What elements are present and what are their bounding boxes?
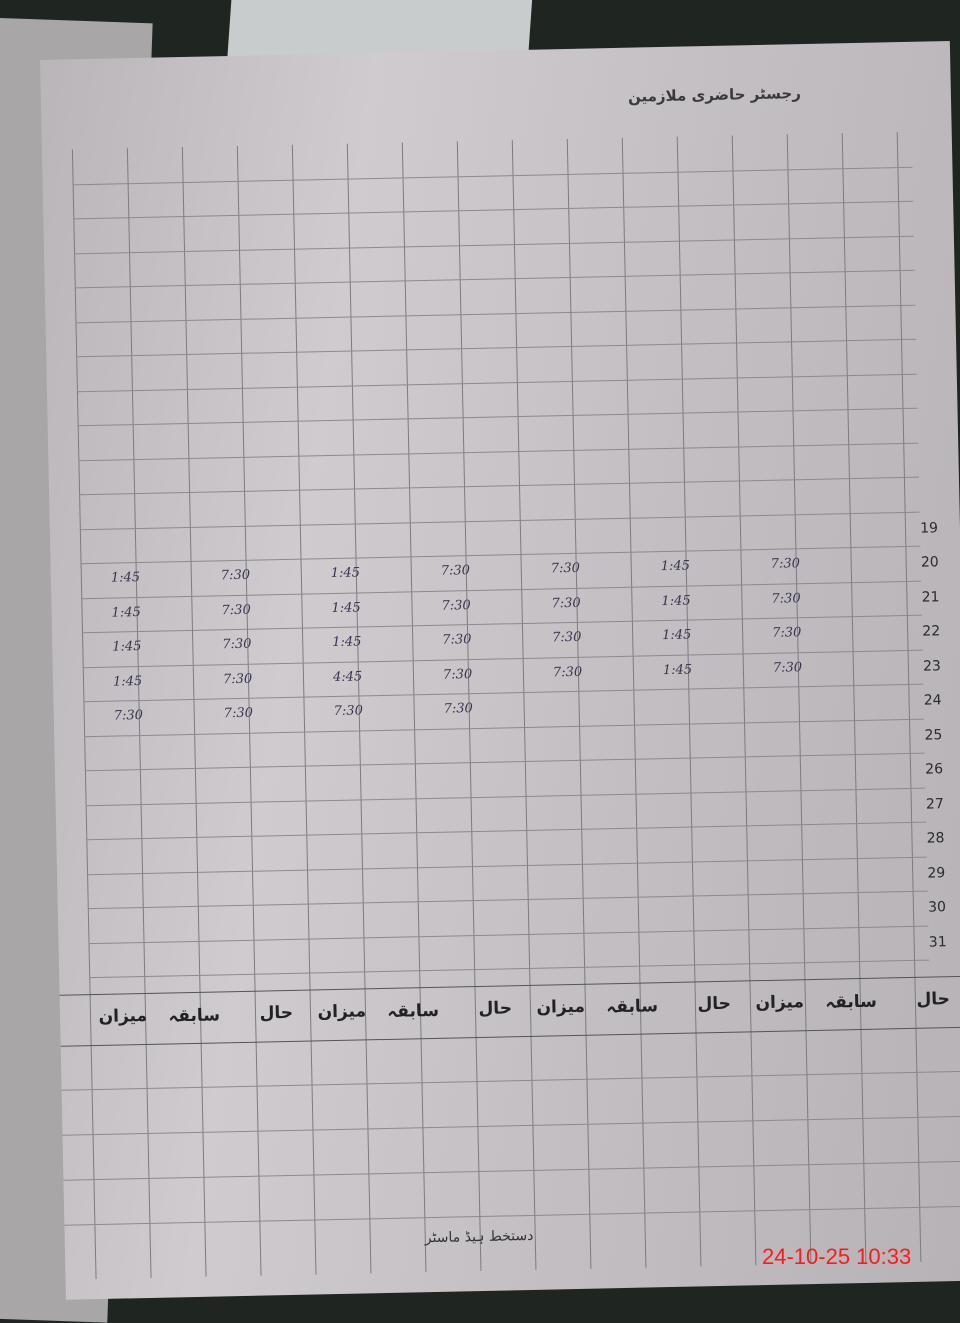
row-number: 24 [923,692,942,709]
summary-row-line [64,1205,960,1226]
headmaster-signature-label: دستخط ہیڈ ماسٹر [424,1227,534,1247]
row-number: 28 [926,830,945,847]
time-entry: 7:30 [440,563,471,579]
row-number: 22 [922,623,941,640]
summary-header: میزان [536,996,586,1018]
camera-timestamp: 24-10-25 10:33 [762,1244,912,1269]
time-entry: 7:30 [442,666,473,683]
summary-header: سابقہ [387,1000,440,1022]
row-number: 23 [922,657,942,675]
time-entry: 1:45 [332,634,362,651]
time-entry: 1:45 [111,604,141,621]
time-entry: 7:30 [550,560,581,577]
summary-header: سابقہ [606,996,659,1018]
summary-header: میزان [98,1005,148,1027]
row-number: 26 [925,761,944,778]
time-entry: 1:45 [330,565,361,582]
time-entry: 7:30 [772,659,803,676]
row-number: 27 [925,795,944,813]
time-entry: 1:45 [660,558,691,575]
summary-row-line [62,1115,960,1136]
row-number: 30 [927,899,947,916]
time-entry: 7:30 [770,556,801,572]
summary-header: حال [697,993,732,1015]
summary-row-line [61,1070,960,1091]
time-entry: 1:45 [661,592,691,609]
time-entry: 1:45 [112,673,143,690]
register-page: رجسٹر حاضری ملازمین 19 20 1:45 7:30 1:45 7:30… [40,40,960,1300]
time-entry: 1:45 [331,599,361,616]
time-entry: 7:30 [222,671,253,687]
time-entry: 7:30 [333,703,364,719]
row-number: 21 [921,588,940,606]
row-number: 20 [920,554,939,571]
attendance-grid: 19 20 1:45 7:30 1:45 7:30 7:30 1:45 7:30 21 1:45 7:… [71,131,947,1280]
time-entry: 7:30 [220,567,251,584]
summary-header: سابقہ [825,991,878,1013]
time-entry: 7:30 [443,701,474,717]
time-entry: 7:30 [552,664,583,680]
time-entry: 7:30 [772,625,802,641]
time-entry: 7:30 [221,602,251,618]
summary-header: حال [916,989,951,1010]
summary-header: میزان [755,992,805,1014]
register-title: رجسٹر حاضری ملازمین [627,84,802,106]
row-number: 19 [920,519,939,537]
time-entry: 7:30 [771,590,801,607]
summary-header: میزان [317,1001,367,1023]
time-entry: 7:30 [551,595,581,611]
time-entry: 7:30 [113,707,144,724]
time-entry: 7:30 [222,636,252,653]
row-number: 25 [924,726,943,744]
time-entry: 1:45 [112,639,142,655]
summary-header: حال [478,998,513,1020]
summary-header: حال [259,1002,294,1024]
time-entry: 1:45 [110,570,141,586]
time-entry: 7:30 [441,597,471,614]
row-number: 29 [927,864,946,882]
summary-row-line [63,1160,960,1181]
time-entry: 1:45 [662,627,692,644]
time-entry: 1:45 [662,661,693,678]
time-entry: 7:30 [552,629,582,646]
time-entry: 7:30 [442,632,472,648]
time-entry: 7:30 [223,705,254,722]
time-entry: 4:45 [332,668,363,685]
summary-header: سابقہ [168,1005,221,1027]
row-number: 31 [928,933,947,951]
